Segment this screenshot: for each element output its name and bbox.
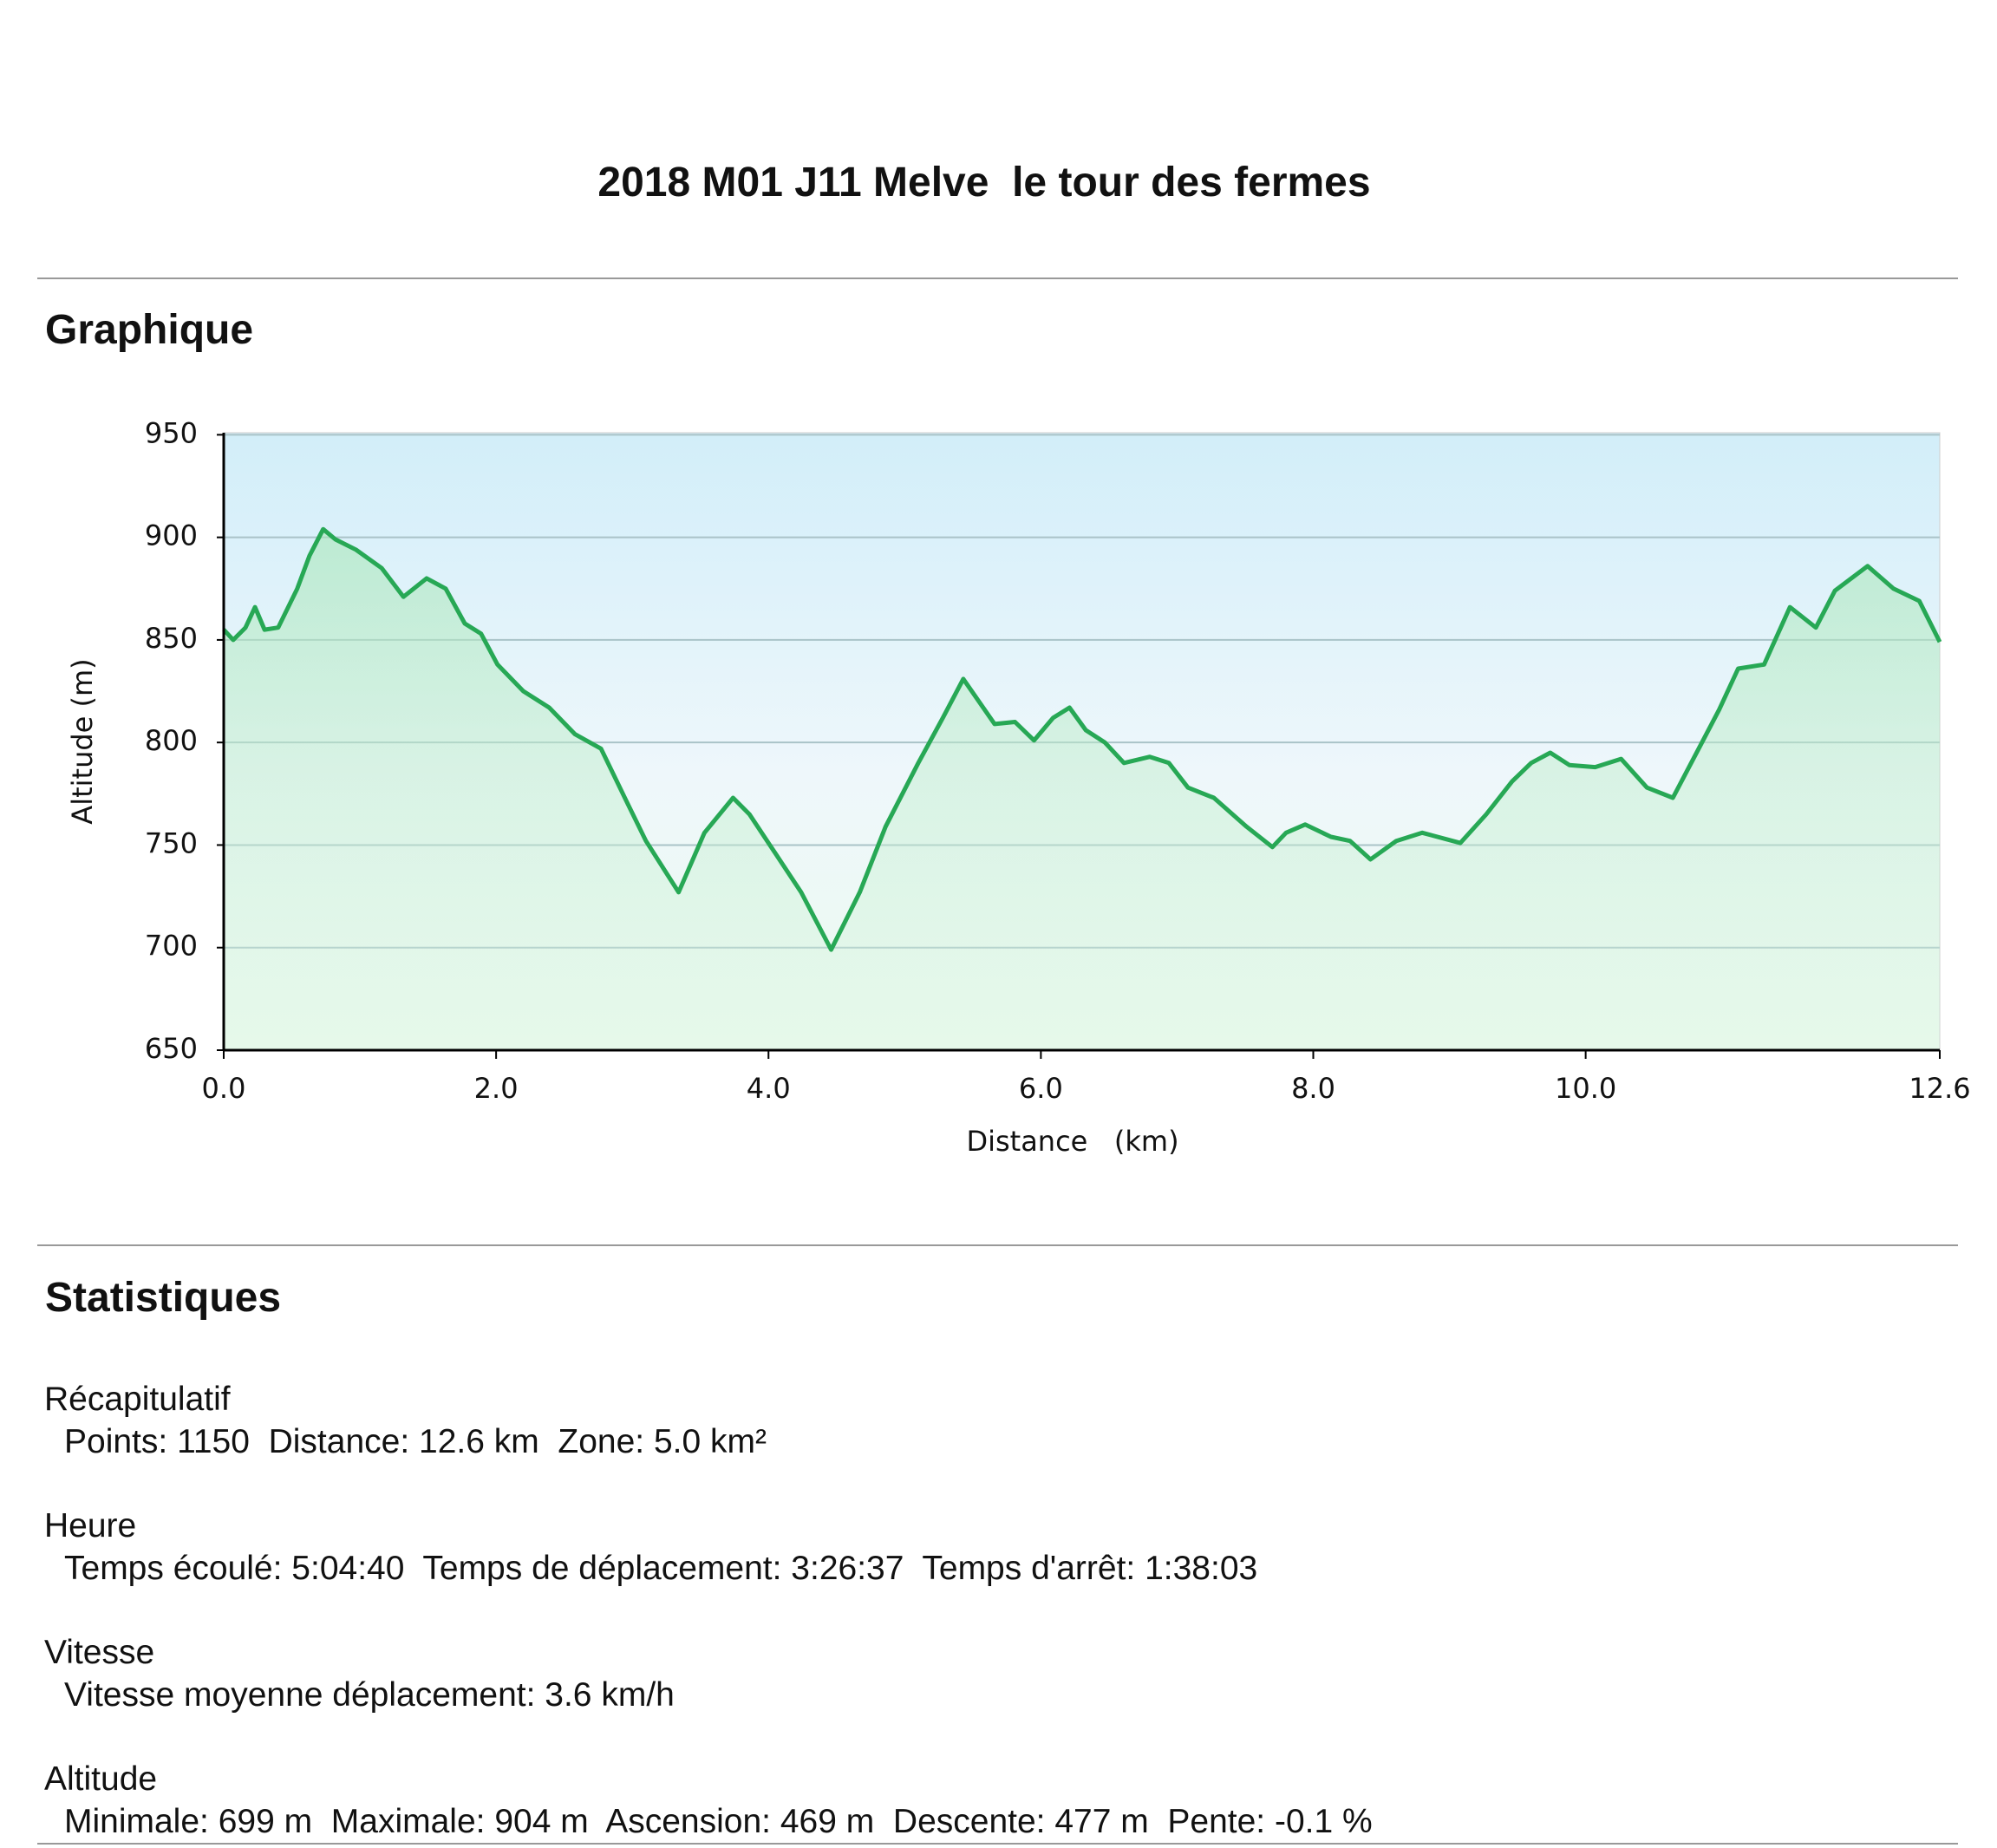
stat-line: Minimale: 699 m Maximale: 904 m Ascensio… — [64, 1803, 1373, 1840]
stat-line: Vitesse moyenne déplacement: 3.6 km/h — [64, 1676, 675, 1714]
x-tick-label: 10.0 — [1555, 1072, 1616, 1105]
chart: 650 700 750 800 850 900 950 0.0 2.0 4.0 6.0 8.0 10.0… — [66, 416, 1971, 1158]
stat-line: Points: 1150 Distance: 12.6 km Zone: 5.0… — [64, 1423, 767, 1460]
x-tick-label: 12.6 — [1909, 1072, 1970, 1105]
y-tick-label: 700 — [145, 930, 198, 963]
y-tick-label: 800 — [145, 724, 198, 757]
x-tick-label: 6.0 — [1019, 1072, 1063, 1105]
line — [222, 526, 1942, 952]
stat-heading: Altitude — [44, 1760, 157, 1798]
y-tick-label: 900 — [145, 519, 198, 552]
x-axis-title: Distance (km) — [966, 1125, 1178, 1158]
x-tick-label: 0.0 — [202, 1072, 246, 1105]
stat-line: Temps écoulé: 5:04:40 Temps de déplaceme… — [64, 1550, 1257, 1587]
x-tick-label: 2.0 — [474, 1072, 519, 1105]
area-fill — [224, 529, 1940, 1050]
stat-heading: Récapitulatif — [44, 1381, 231, 1418]
title: 2018 M01 J11 Melve le tour des fermes — [597, 160, 1370, 206]
stat-heading: Vitesse — [44, 1634, 154, 1671]
y-tick-label: 650 — [145, 1032, 198, 1065]
stat-heading: Heure — [44, 1507, 136, 1544]
section-heading: Statistiques — [45, 1275, 281, 1321]
y-axis-title: Altitude (m) — [66, 658, 99, 824]
x-tick-label: 8.0 — [1291, 1072, 1335, 1105]
y-tick-label: 950 — [145, 416, 198, 449]
y-tick-label: 750 — [145, 826, 198, 859]
y-tick-label: 850 — [145, 622, 198, 655]
x-tick-label: 4.0 — [747, 1072, 791, 1105]
section-heading: Graphique — [45, 307, 253, 353]
